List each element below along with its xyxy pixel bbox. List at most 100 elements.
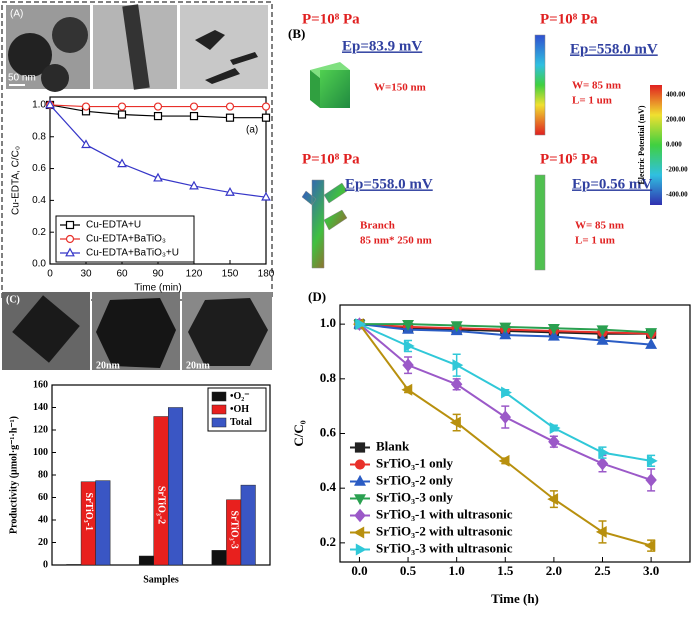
potential: Ep=558.0 mV	[570, 41, 658, 57]
y-axis-title: Cu-EDTA, C/C₀	[11, 146, 22, 215]
marker	[547, 324, 560, 335]
marker	[644, 539, 656, 552]
panel-label: (A)	[10, 9, 23, 20]
marker	[355, 318, 367, 331]
marker	[646, 454, 658, 467]
y-axis-title: Productivity (μmol·g⁻¹·h⁻¹)	[8, 416, 19, 534]
legend-marker	[355, 543, 367, 556]
marker	[117, 158, 127, 168]
marker	[548, 434, 560, 449]
legend-marker	[354, 442, 366, 453]
marker	[81, 102, 91, 111]
legend-marker	[65, 247, 75, 257]
y-tick-label: 40	[38, 514, 48, 525]
x-axis-title: Time (h)	[491, 591, 539, 606]
chart: (C) Samples Productivity (μmol·g⁻¹·h⁻¹) 0 20…	[6, 294, 271, 585]
y-tick-label: 140	[33, 402, 48, 413]
marker	[189, 102, 199, 111]
y-tick-label: 0.6	[320, 424, 337, 439]
dimension: 85 nm* 250 nm	[360, 235, 432, 247]
marker	[645, 473, 657, 487]
x-tick-label: 1.5	[497, 563, 514, 578]
dimension: W= 85 nm	[572, 80, 621, 92]
chart: (A) Time (min) Cu-EDTA, C/C₀ 0.0 0.2 0.4 0.6 0.…	[8, 9, 275, 294]
legend-marker	[354, 459, 366, 470]
marker	[403, 340, 415, 352]
legend-marker	[65, 234, 75, 244]
chart: (D) Time (h) C/C₀ 0.2 0.4 0.6 0.8 1.0 0.0 0.5 1.0 1…	[291, 289, 691, 606]
panel-label: (B)	[288, 26, 305, 41]
y-tick-label: 20	[38, 537, 48, 548]
marker	[153, 111, 163, 121]
x-tick-label: 150	[222, 269, 239, 280]
scale-label: 20nm	[96, 360, 121, 371]
marker	[547, 493, 559, 506]
legend-label: SrTiO₃-1 only	[376, 455, 453, 470]
marker	[499, 410, 512, 424]
dimension: L= 1 um	[575, 235, 615, 247]
x-tick-label: 60	[116, 269, 128, 280]
marker	[645, 328, 658, 339]
x-tick-label: 180	[258, 269, 275, 280]
marker	[189, 111, 199, 121]
y-axis-title: C/C₀	[291, 420, 306, 446]
simulation-shapes	[301, 34, 662, 271]
y-tick-label: 100	[33, 447, 48, 458]
colorbar-tick-label: 200.00	[666, 116, 686, 124]
y-tick-label: 0.2	[320, 534, 336, 549]
legend-marker	[354, 494, 366, 506]
x-tick-label: 3.0	[643, 563, 659, 578]
marker	[501, 386, 512, 399]
x-tick-label: 0.0	[351, 563, 367, 578]
y-tick-label: 0.2	[32, 227, 46, 238]
marker	[45, 99, 55, 109]
marker	[596, 325, 609, 337]
x-tick-label: 0	[47, 269, 53, 280]
marker	[645, 337, 658, 349]
panel-label: (C)	[6, 294, 20, 305]
legend-label: Cu-EDTA+U	[86, 220, 141, 231]
legend-label: SrTiO₃-3 only	[376, 489, 453, 504]
scale-label: 50 nm	[8, 73, 36, 84]
colorbar-tick-label: 0.000	[666, 141, 682, 149]
marker	[595, 525, 607, 538]
bar	[66, 564, 82, 566]
marker	[499, 328, 512, 340]
marker	[596, 456, 609, 471]
marker	[225, 186, 235, 196]
marker	[452, 359, 464, 372]
marker	[402, 319, 415, 331]
bar	[240, 484, 256, 566]
scale-label: 20nm	[186, 360, 211, 371]
legend-marker	[65, 220, 75, 230]
y-tick-label: 0.0	[32, 259, 46, 270]
y-tick-label: 0.4	[32, 195, 46, 206]
potential: Ep=83.9 mV	[342, 38, 422, 54]
dimension: W= 85 nm	[575, 220, 624, 232]
pressure: P=10⁸ Pa	[302, 11, 360, 27]
marker	[402, 358, 414, 372]
x-tick-label: 2.5	[594, 563, 611, 578]
marker	[225, 102, 235, 111]
marker	[153, 102, 163, 111]
category-label: SrTiO₃-1	[83, 493, 94, 531]
category-label: SrTiO₃-3	[228, 511, 239, 549]
y-tick-label: 0.6	[32, 163, 46, 174]
y-tick-label: 120	[33, 424, 48, 435]
marker	[401, 383, 413, 396]
dimension: W=150 nm	[374, 82, 426, 94]
x-tick-label: 120	[186, 269, 203, 280]
marker	[261, 102, 271, 111]
pressure: P=10⁵ Pa	[540, 151, 598, 167]
colorbar-tick-label: 400.00	[666, 91, 686, 99]
marker	[117, 102, 127, 111]
dimension: L= 1 um	[572, 95, 612, 107]
y-tick-label: 0.8	[320, 370, 337, 385]
marker	[261, 191, 271, 201]
legend-swatch	[211, 404, 227, 415]
marker	[225, 113, 235, 122]
y-tick-label: 1.0	[32, 100, 46, 111]
category-label: SrTiO₃-2	[156, 486, 167, 524]
marker	[547, 329, 560, 341]
marker	[498, 454, 510, 467]
